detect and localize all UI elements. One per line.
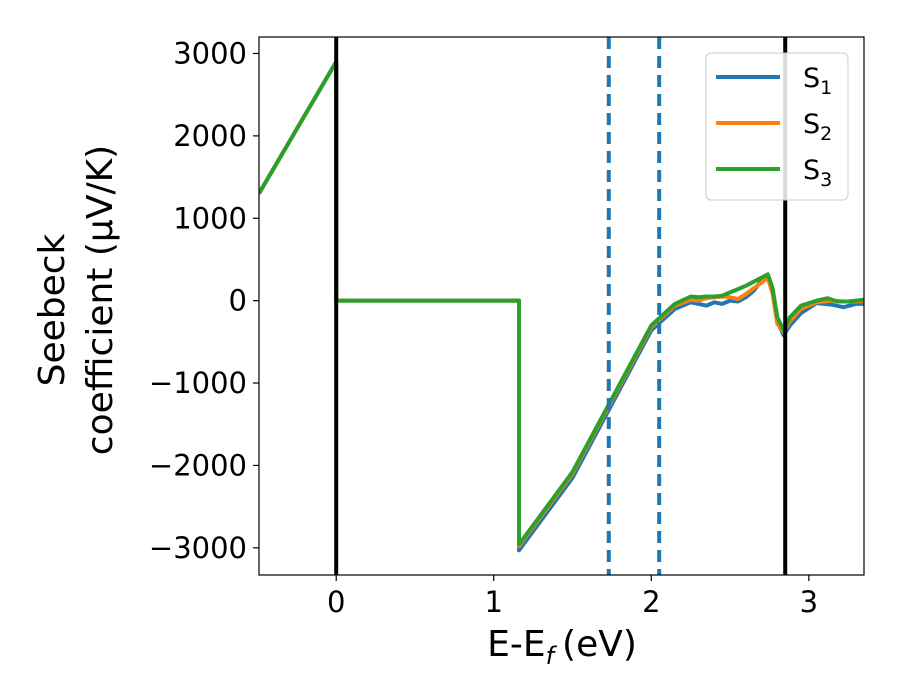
y-tick-label: −1000 (149, 366, 247, 400)
x-tick-label: 0 (327, 585, 345, 619)
legend-label-s1: S1 (803, 63, 832, 99)
plot-inner (259, 37, 864, 575)
y-tick-label: 3000 (173, 36, 247, 70)
legend: S1 S2 S3 (705, 52, 849, 201)
y-axis-title-line2: coefficient (μV/K) (80, 145, 121, 455)
y-axis-title-line1: Seebeck (32, 233, 73, 386)
y-tick-label: −2000 (149, 448, 247, 482)
x-tick-label: 3 (800, 585, 818, 619)
y-tick-label: 2000 (173, 119, 247, 153)
x-tick-label: 2 (642, 585, 660, 619)
y-tick-label: 0 (229, 284, 247, 318)
series-line-s1 (259, 59, 864, 553)
y-tick-label: 1000 (173, 201, 247, 235)
axes-frame (258, 36, 865, 576)
legend-label-s3: S3 (803, 155, 832, 191)
x-axis-title: E-Ef (eV) (487, 624, 637, 670)
x-tick-label: 1 (485, 585, 503, 619)
ticks: 0 1 2 3 3000 2000 1000 0 −1000 −2000 −3000 (149, 36, 818, 619)
legend-label-s2: S2 (803, 109, 832, 145)
plot-area (259, 37, 864, 575)
y-tick-label: −3000 (149, 531, 247, 565)
legend-box (705, 52, 849, 201)
series-line-s3 (259, 59, 864, 547)
